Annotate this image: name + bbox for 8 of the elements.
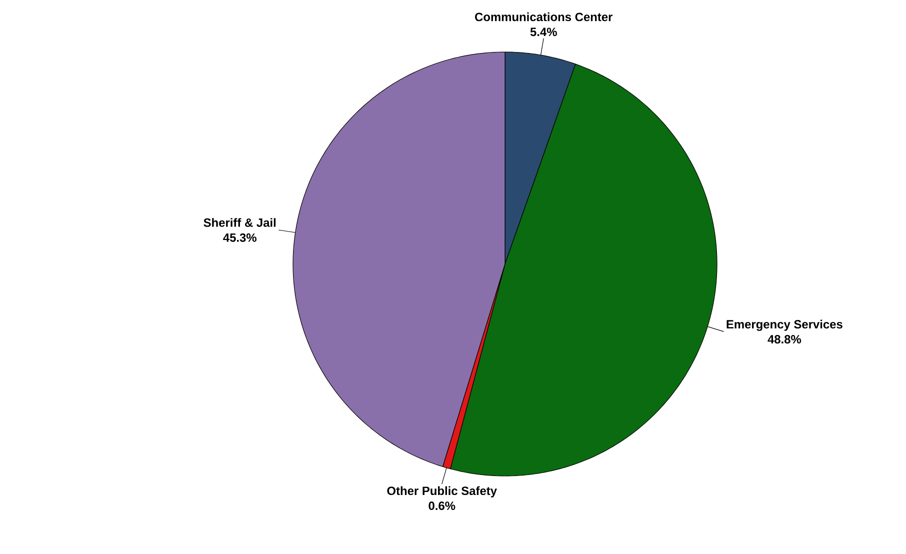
slice-label: Other Public Safety bbox=[387, 486, 497, 498]
data-label: 48.8% bbox=[768, 335, 802, 344]
data-label: 0.6% bbox=[428, 502, 456, 510]
slice-label: Emergency Services bbox=[726, 320, 842, 331]
slice-label: Sheriff & Jail bbox=[204, 218, 276, 227]
slice-label: Communications Center bbox=[475, 12, 613, 22]
data-label: 5.4% bbox=[530, 28, 557, 36]
data-label: 45.3% bbox=[223, 233, 256, 242]
